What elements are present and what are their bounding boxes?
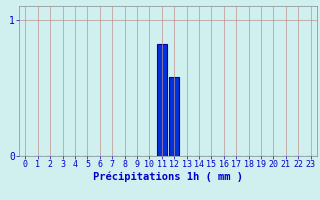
X-axis label: Précipitations 1h ( mm ): Précipitations 1h ( mm ) [93, 172, 243, 182]
Bar [169, 77, 179, 156]
Bar [157, 44, 167, 156]
